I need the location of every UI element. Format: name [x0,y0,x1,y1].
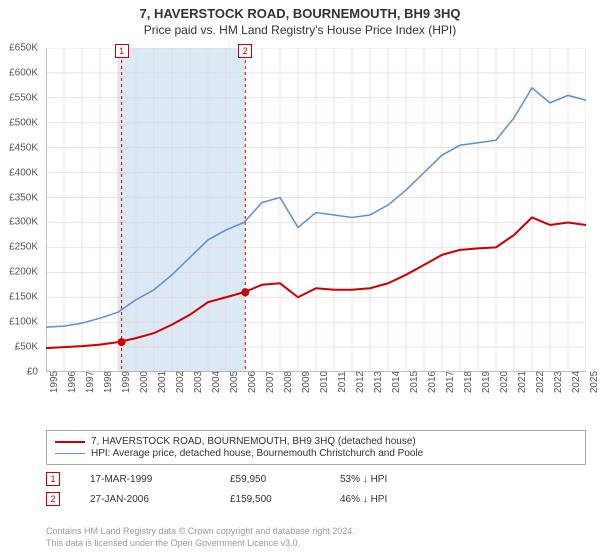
x-axis-tick: 2024 [571,371,582,393]
y-axis-tick: £500K [0,117,38,128]
event-marker-1: 1 [115,44,129,58]
x-axis-tick: 2004 [211,371,222,393]
x-axis-tick: 1997 [85,371,96,393]
x-axis-tick: 2014 [391,371,402,393]
x-axis-tick: 2003 [193,371,204,393]
legend-item: 7, HAVERSTOCK ROAD, BOURNEMOUTH, BH9 3HQ… [55,436,577,447]
event-change: 53% ↓ HPI [340,474,450,485]
y-axis-tick: £0 [0,367,38,378]
event-date: 17-MAR-1999 [90,474,200,485]
event-price: £159,500 [230,494,310,505]
x-axis-tick: 2016 [427,371,438,393]
event-row: 1 17-MAR-1999 £59,950 53% ↓ HPI [46,472,586,486]
x-axis-tick: 2012 [355,371,366,393]
x-axis-tick: 1996 [67,371,78,393]
y-axis-tick: £400K [0,167,38,178]
chart-container: 7, HAVERSTOCK ROAD, BOURNEMOUTH, BH9 3HQ… [0,0,600,560]
y-axis-tick: £350K [0,192,38,203]
footnote-copyright: Contains HM Land Registry data © Crown c… [46,526,586,536]
event-change: 46% ↓ HPI [340,494,450,505]
footnote-licence: This data is licensed under the Open Gov… [46,538,586,548]
x-axis-tick: 2018 [463,371,474,393]
legend-line-icon [55,441,85,443]
y-axis-tick: £650K [0,43,38,54]
x-axis-tick: 2013 [373,371,384,393]
y-axis-tick: £150K [0,292,38,303]
chart-title: 7, HAVERSTOCK ROAD, BOURNEMOUTH, BH9 3HQ [0,0,600,21]
y-axis-tick: £550K [0,92,38,103]
x-axis-tick: 2011 [337,371,348,393]
y-axis-tick: £50K [0,342,38,353]
x-axis-tick: 1998 [103,371,114,393]
x-axis-tick: 2002 [175,371,186,393]
x-axis-tick: 2022 [535,371,546,393]
x-axis-tick: 2017 [445,371,456,393]
chart-subtitle: Price paid vs. HM Land Registry's House … [0,21,600,37]
event-date: 27-JAN-2006 [90,494,200,505]
legend-label: HPI: Average price, detached house, Bour… [91,448,423,459]
x-axis-tick: 2023 [553,371,564,393]
x-axis-tick: 2001 [157,371,168,393]
event-marker-2: 2 [238,44,252,58]
x-axis-tick: 2007 [265,371,276,393]
y-axis-tick: £450K [0,142,38,153]
x-axis-tick: 2010 [319,371,330,393]
x-axis-tick: 2009 [301,371,312,393]
x-axis-tick: 1995 [49,371,60,393]
y-axis-tick: £600K [0,67,38,78]
x-axis-tick: 2015 [409,371,420,393]
x-axis-tick: 1999 [121,371,132,393]
event-row: 2 27-JAN-2006 £159,500 46% ↓ HPI [46,492,586,506]
y-axis-tick: £200K [0,267,38,278]
x-axis-tick: 2019 [481,371,492,393]
event-marker-icon: 1 [46,472,60,486]
chart-area: £0£50K£100K£150K£200K£250K£300K£350K£400… [46,48,586,406]
event-price: £59,950 [230,474,310,485]
chart-plot [46,48,586,372]
legend-label: 7, HAVERSTOCK ROAD, BOURNEMOUTH, BH9 3HQ… [91,436,416,447]
x-axis-tick: 2005 [229,371,240,393]
y-axis-tick: £250K [0,242,38,253]
x-axis-tick: 2008 [283,371,294,393]
x-axis-tick: 2006 [247,371,258,393]
y-axis-tick: £300K [0,217,38,228]
y-axis-tick: £100K [0,317,38,328]
event-marker-icon: 2 [46,492,60,506]
legend-line-icon [55,453,85,454]
x-axis-tick: 2025 [589,371,600,393]
legend: 7, HAVERSTOCK ROAD, BOURNEMOUTH, BH9 3HQ… [46,430,586,465]
x-axis-tick: 2020 [499,371,510,393]
legend-item: HPI: Average price, detached house, Bour… [55,448,577,459]
events-table: 1 17-MAR-1999 £59,950 53% ↓ HPI 2 27-JAN-2006… [46,472,586,512]
x-axis-tick: 2021 [517,371,528,393]
x-axis-tick: 2000 [139,371,150,393]
